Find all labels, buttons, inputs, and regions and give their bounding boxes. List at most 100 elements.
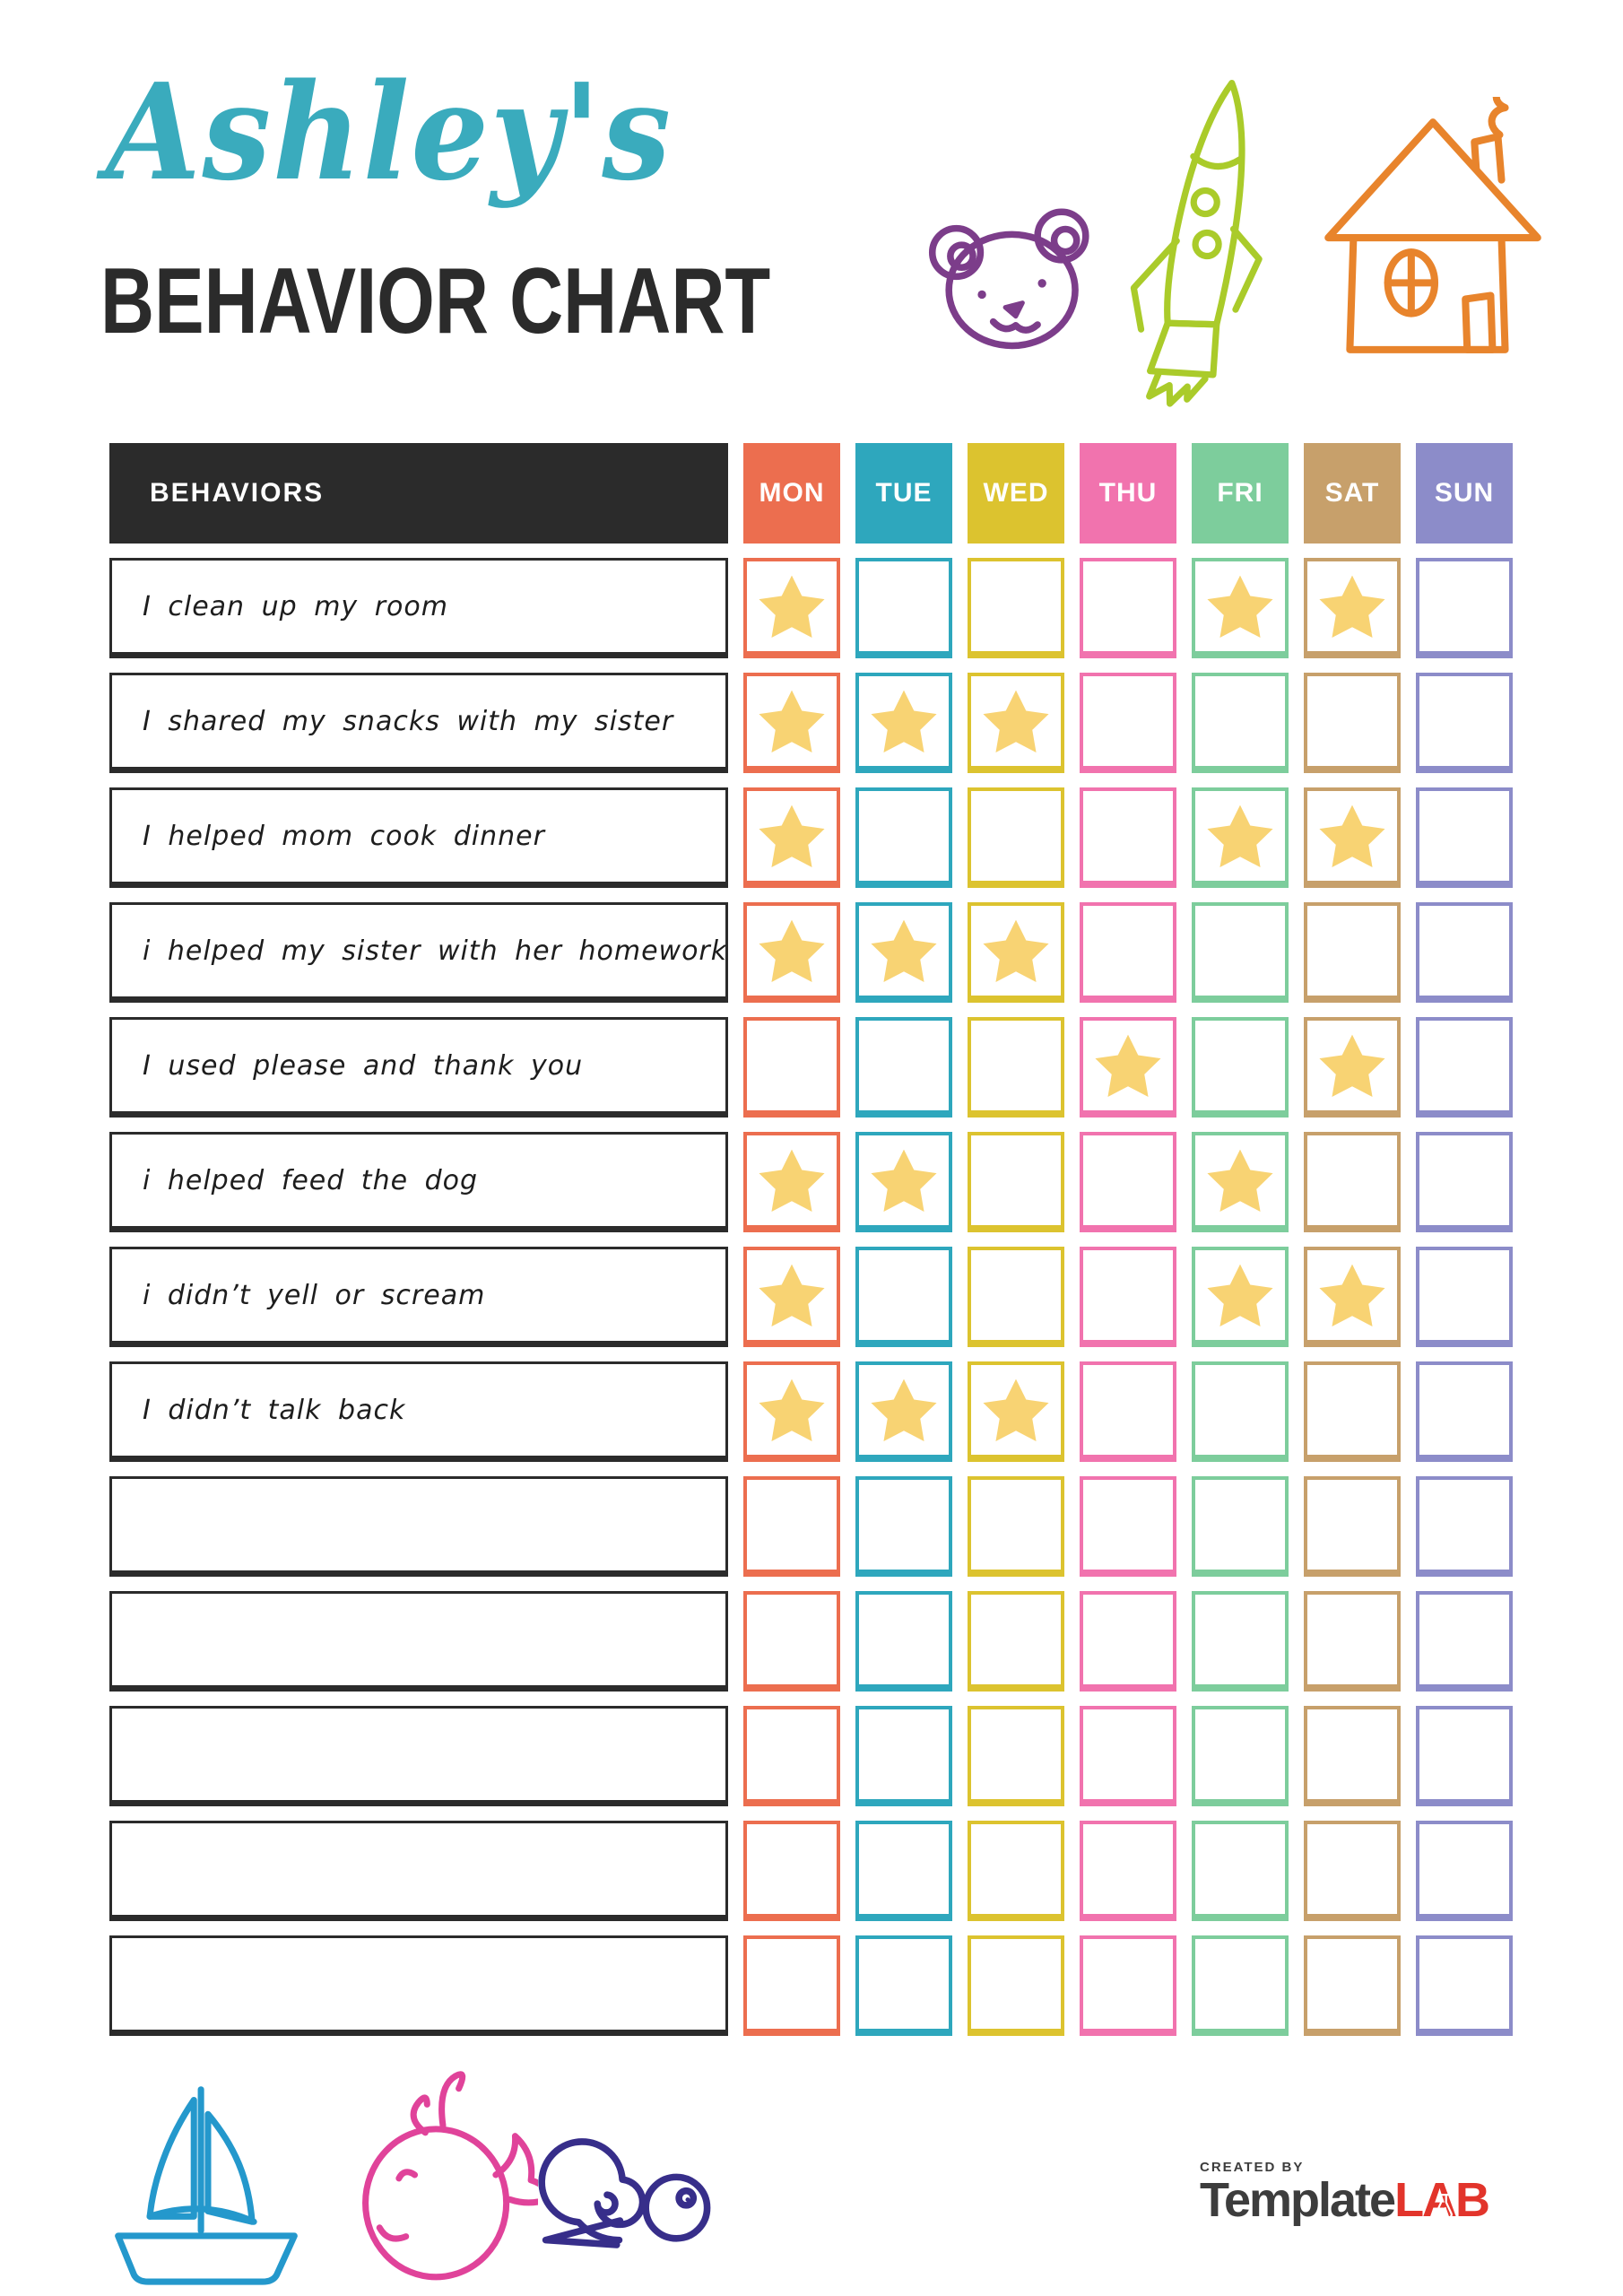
chart-cell-row1-mon[interactable] — [743, 558, 840, 658]
chart-cell-row3-thu[interactable] — [1080, 787, 1176, 888]
chart-cell-row6-tue[interactable] — [855, 1132, 952, 1232]
chart-cell-row7-thu[interactable] — [1080, 1247, 1176, 1347]
chart-cell-row13-thu[interactable] — [1080, 1935, 1176, 2036]
behavior-label-row-8[interactable]: I didn’t talk back — [109, 1361, 728, 1462]
chart-cell-row4-thu[interactable] — [1080, 902, 1176, 1003]
chart-cell-row13-sun[interactable] — [1416, 1935, 1513, 2036]
chart-cell-row4-sun[interactable] — [1416, 902, 1513, 1003]
chart-cell-row2-fri[interactable] — [1192, 673, 1289, 773]
chart-cell-row10-sun[interactable] — [1416, 1591, 1513, 1692]
chart-cell-row12-sat[interactable] — [1304, 1821, 1401, 1921]
chart-cell-row9-fri[interactable] — [1192, 1476, 1289, 1577]
chart-cell-row8-sat[interactable] — [1304, 1361, 1401, 1462]
chart-cell-row7-sat[interactable] — [1304, 1247, 1401, 1347]
chart-cell-row13-mon[interactable] — [743, 1935, 840, 2036]
chart-cell-row2-mon[interactable] — [743, 673, 840, 773]
behavior-label-row-13[interactable] — [109, 1935, 728, 2036]
chart-cell-row1-thu[interactable] — [1080, 558, 1176, 658]
chart-cell-row2-wed[interactable] — [968, 673, 1064, 773]
chart-cell-row5-thu[interactable] — [1080, 1017, 1176, 1118]
behavior-label-row-10[interactable] — [109, 1591, 728, 1692]
chart-cell-row9-mon[interactable] — [743, 1476, 840, 1577]
chart-cell-row13-tue[interactable] — [855, 1935, 952, 2036]
chart-cell-row6-thu[interactable] — [1080, 1132, 1176, 1232]
chart-cell-row8-tue[interactable] — [855, 1361, 952, 1462]
chart-cell-row5-fri[interactable] — [1192, 1017, 1289, 1118]
chart-cell-row11-fri[interactable] — [1192, 1706, 1289, 1806]
chart-cell-row12-thu[interactable] — [1080, 1821, 1176, 1921]
behavior-label-row-7[interactable]: i didn’t yell or scream — [109, 1247, 728, 1347]
behavior-label-row-5[interactable]: I used please and thank you — [109, 1017, 728, 1118]
chart-cell-row8-wed[interactable] — [968, 1361, 1064, 1462]
chart-cell-row6-fri[interactable] — [1192, 1132, 1289, 1232]
chart-cell-row1-sat[interactable] — [1304, 558, 1401, 658]
chart-cell-row3-sat[interactable] — [1304, 787, 1401, 888]
chart-cell-row10-sat[interactable] — [1304, 1591, 1401, 1692]
chart-cell-row3-tue[interactable] — [855, 787, 952, 888]
chart-cell-row5-tue[interactable] — [855, 1017, 952, 1118]
chart-cell-row5-sat[interactable] — [1304, 1017, 1401, 1118]
chart-cell-row12-fri[interactable] — [1192, 1821, 1289, 1921]
chart-cell-row11-thu[interactable] — [1080, 1706, 1176, 1806]
chart-cell-row11-tue[interactable] — [855, 1706, 952, 1806]
chart-cell-row1-wed[interactable] — [968, 558, 1064, 658]
behavior-label-row-2[interactable]: I shared my snacks with my sister — [109, 673, 728, 773]
chart-cell-row3-sun[interactable] — [1416, 787, 1513, 888]
chart-cell-row7-sun[interactable] — [1416, 1247, 1513, 1347]
chart-cell-row13-fri[interactable] — [1192, 1935, 1289, 2036]
chart-cell-row7-wed[interactable] — [968, 1247, 1064, 1347]
chart-cell-row5-sun[interactable] — [1416, 1017, 1513, 1118]
chart-cell-row7-mon[interactable] — [743, 1247, 840, 1347]
chart-cell-row9-thu[interactable] — [1080, 1476, 1176, 1577]
behavior-label-row-1[interactable]: I clean up my room — [109, 558, 728, 658]
chart-cell-row3-fri[interactable] — [1192, 787, 1289, 888]
chart-cell-row1-sun[interactable] — [1416, 558, 1513, 658]
chart-cell-row10-tue[interactable] — [855, 1591, 952, 1692]
chart-cell-row8-mon[interactable] — [743, 1361, 840, 1462]
chart-cell-row9-sat[interactable] — [1304, 1476, 1401, 1577]
chart-cell-row13-sat[interactable] — [1304, 1935, 1401, 2036]
chart-cell-row11-mon[interactable] — [743, 1706, 840, 1806]
chart-cell-row13-wed[interactable] — [968, 1935, 1064, 2036]
chart-cell-row11-sat[interactable] — [1304, 1706, 1401, 1806]
chart-cell-row12-wed[interactable] — [968, 1821, 1064, 1921]
chart-cell-row4-sat[interactable] — [1304, 902, 1401, 1003]
chart-cell-row10-mon[interactable] — [743, 1591, 840, 1692]
chart-cell-row3-wed[interactable] — [968, 787, 1064, 888]
chart-cell-row8-sun[interactable] — [1416, 1361, 1513, 1462]
chart-cell-row4-wed[interactable] — [968, 902, 1064, 1003]
chart-cell-row2-thu[interactable] — [1080, 673, 1176, 773]
chart-cell-row6-sat[interactable] — [1304, 1132, 1401, 1232]
chart-cell-row10-wed[interactable] — [968, 1591, 1064, 1692]
chart-cell-row9-tue[interactable] — [855, 1476, 952, 1577]
chart-cell-row8-thu[interactable] — [1080, 1361, 1176, 1462]
chart-cell-row7-tue[interactable] — [855, 1247, 952, 1347]
chart-cell-row10-fri[interactable] — [1192, 1591, 1289, 1692]
chart-cell-row2-tue[interactable] — [855, 673, 952, 773]
chart-cell-row12-mon[interactable] — [743, 1821, 840, 1921]
chart-cell-row11-sun[interactable] — [1416, 1706, 1513, 1806]
chart-cell-row7-fri[interactable] — [1192, 1247, 1289, 1347]
behavior-label-row-4[interactable]: i helped my sister with her homework — [109, 902, 728, 1003]
behavior-label-row-3[interactable]: I helped mom cook dinner — [109, 787, 728, 888]
chart-cell-row1-tue[interactable] — [855, 558, 952, 658]
chart-cell-row4-mon[interactable] — [743, 902, 840, 1003]
chart-cell-row6-mon[interactable] — [743, 1132, 840, 1232]
chart-cell-row9-sun[interactable] — [1416, 1476, 1513, 1577]
chart-cell-row2-sun[interactable] — [1416, 673, 1513, 773]
chart-cell-row1-fri[interactable] — [1192, 558, 1289, 658]
chart-cell-row5-wed[interactable] — [968, 1017, 1064, 1118]
behavior-label-row-9[interactable] — [109, 1476, 728, 1577]
chart-cell-row12-sun[interactable] — [1416, 1821, 1513, 1921]
behavior-label-row-6[interactable]: i helped feed the dog — [109, 1132, 728, 1232]
chart-cell-row6-sun[interactable] — [1416, 1132, 1513, 1232]
chart-cell-row11-wed[interactable] — [968, 1706, 1064, 1806]
chart-cell-row4-fri[interactable] — [1192, 902, 1289, 1003]
chart-cell-row4-tue[interactable] — [855, 902, 952, 1003]
behavior-label-row-12[interactable] — [109, 1821, 728, 1921]
chart-cell-row10-thu[interactable] — [1080, 1591, 1176, 1692]
chart-cell-row6-wed[interactable] — [968, 1132, 1064, 1232]
chart-cell-row9-wed[interactable] — [968, 1476, 1064, 1577]
chart-cell-row5-mon[interactable] — [743, 1017, 840, 1118]
chart-cell-row8-fri[interactable] — [1192, 1361, 1289, 1462]
